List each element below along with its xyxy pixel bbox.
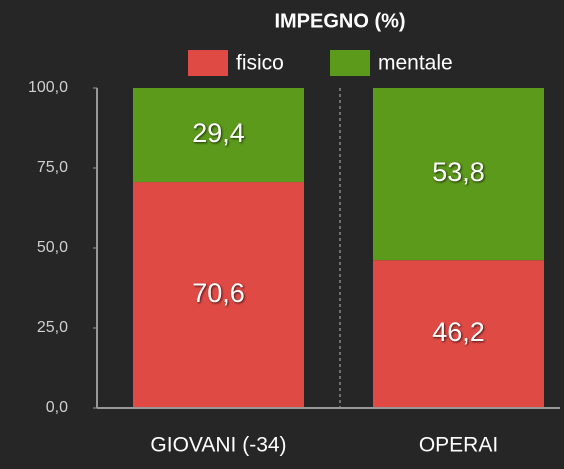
bar-segment [373,88,544,261]
x-tick-label: OPERAI [419,434,498,457]
y-tick-label: 100,0 [28,79,68,96]
bar-segment [133,182,304,408]
bar-segment [133,88,304,183]
y-tick-label: 25,0 [37,319,68,336]
data-label: 29,4 [192,118,245,148]
legend-label: mentale [378,52,453,75]
x-tick-label: GIOVANI (-34) [150,434,286,457]
legend-swatch [330,50,370,76]
y-tick-label: 0,0 [46,399,68,416]
y-tick-label: 50,0 [37,239,68,256]
chart-title: IMPEGNO (%) [274,10,405,32]
y-tick-label: 75,0 [37,159,68,176]
legend-label: fisico [236,52,284,75]
data-label: 46,2 [432,317,485,347]
legend-swatch [188,50,228,76]
data-label: 53,8 [432,157,485,187]
bar-segment [373,260,544,408]
data-label: 70,6 [192,278,245,308]
